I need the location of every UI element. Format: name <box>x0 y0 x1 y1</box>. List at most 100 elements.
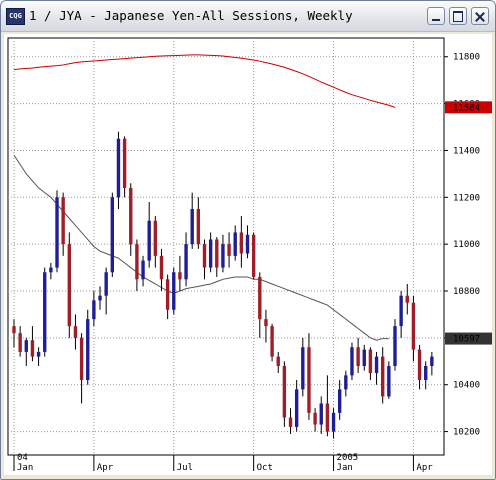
candle-body <box>184 244 188 280</box>
candle-body <box>110 197 115 273</box>
candle-body <box>331 412 336 432</box>
candle-body <box>282 365 287 418</box>
app-icon[interactable]: CQG <box>6 8 25 25</box>
moving-average-short <box>13 154 389 341</box>
candle-body <box>276 356 280 366</box>
candle-body <box>159 255 164 280</box>
candle-body <box>294 389 299 427</box>
x-tick-label: Apr <box>416 463 433 473</box>
candle-body <box>337 389 342 413</box>
y-tick-label: 11000 <box>453 240 480 250</box>
candle-body <box>116 138 121 198</box>
y-tick-label: 10800 <box>453 287 480 297</box>
price-label-box <box>445 101 492 114</box>
candle-body <box>98 295 102 301</box>
candle-body <box>153 220 158 256</box>
title-bar[interactable]: CQG 1 / JYA - Japanese Yen-All Sessions,… <box>1 1 495 32</box>
candle-body <box>319 403 323 425</box>
candle-body <box>86 319 90 381</box>
candle-body <box>36 351 41 357</box>
candle-body <box>73 326 78 338</box>
candle-body <box>24 340 28 352</box>
candle-body <box>165 279 170 310</box>
candle-body <box>301 347 305 390</box>
y-tick-label: 10200 <box>453 428 480 438</box>
candle-body <box>344 375 348 390</box>
candle-body <box>18 333 22 352</box>
candle-body <box>368 349 373 374</box>
candle-body <box>264 319 268 327</box>
candle-body <box>233 232 237 256</box>
candle-body <box>417 349 422 381</box>
price-label-text: 10597 <box>453 335 480 345</box>
candle-body <box>135 244 139 280</box>
candle-body <box>381 356 385 397</box>
candle-body <box>43 272 47 352</box>
candle-body <box>129 187 133 245</box>
candle-body <box>245 234 250 254</box>
candle-body <box>374 356 379 374</box>
y-tick-label: 11400 <box>453 146 480 156</box>
price-label-box <box>445 332 492 345</box>
candle-body <box>92 300 96 320</box>
candle-body <box>208 239 213 268</box>
candle-body <box>178 272 182 280</box>
candle-body <box>79 337 84 381</box>
y-tick-label: 11800 <box>453 53 480 63</box>
chart-area[interactable]: 1020010400106001080011000112001140011600… <box>4 34 492 475</box>
candle-body <box>30 340 35 357</box>
window-title: 1 / JYA - Japanese Yen-All Sessions, Wee… <box>29 8 353 23</box>
price-chart[interactable]: 1020010400106001080011000112001140011600… <box>4 34 492 475</box>
candle-body <box>61 197 65 245</box>
y-tick-label: 10400 <box>453 381 480 391</box>
candle-body <box>430 356 434 366</box>
candle-body <box>424 365 428 381</box>
close-button[interactable] <box>471 7 489 25</box>
candle-body <box>350 347 354 376</box>
candle-body <box>196 209 201 245</box>
y-tick-label: 11200 <box>453 193 480 203</box>
candle-body <box>399 295 403 327</box>
candle-body <box>190 209 194 245</box>
candle-body <box>55 197 59 268</box>
candle-body <box>49 267 53 273</box>
candle-body <box>12 326 16 334</box>
candle-body <box>411 302 416 350</box>
candle-body <box>270 326 274 357</box>
candle-body <box>202 244 207 268</box>
candle-body <box>405 295 409 303</box>
candle-body <box>356 347 360 366</box>
candle-body <box>172 272 176 310</box>
maximize-button[interactable] <box>449 7 467 25</box>
candle-body <box>239 232 244 254</box>
x-year-label: 04 <box>17 453 28 463</box>
candle-body <box>288 417 293 427</box>
x-year-label: 2005 <box>337 453 359 463</box>
candle-body <box>104 272 108 296</box>
candle-body <box>362 349 366 366</box>
candle-body <box>307 347 311 413</box>
candle-body <box>393 326 397 366</box>
candle-body <box>387 365 391 397</box>
candle-body <box>258 276 262 320</box>
price-label-text: 11584 <box>453 103 480 113</box>
minimize-button[interactable] <box>427 7 445 25</box>
x-tick-label: Jan <box>17 463 33 473</box>
candle-body <box>147 220 151 261</box>
candle-body <box>215 239 219 268</box>
candle-body <box>67 244 71 327</box>
candle-body <box>251 234 256 277</box>
candle-body <box>221 244 225 268</box>
plot-frame <box>7 37 445 456</box>
x-tick-label: Apr <box>97 463 114 473</box>
x-tick-label: Jul <box>177 463 193 473</box>
moving-average-long <box>13 54 396 108</box>
candle-body <box>122 138 127 188</box>
candle-body <box>227 244 231 256</box>
candle-body <box>313 412 317 425</box>
candle-body <box>141 260 145 280</box>
x-tick-label: Oct <box>257 463 273 473</box>
candle-body <box>325 403 330 432</box>
x-tick-label: Jan <box>337 463 353 473</box>
